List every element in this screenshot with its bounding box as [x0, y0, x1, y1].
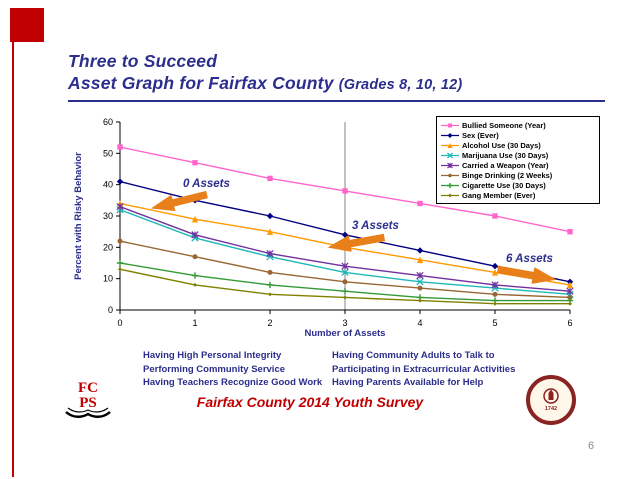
asset-item: Having High Personal Integrity — [143, 350, 282, 361]
legend-label: Bullied Someone (Year) — [462, 120, 546, 130]
svg-text:1: 1 — [192, 318, 197, 328]
svg-text:30: 30 — [103, 211, 113, 221]
page-number: 6 — [588, 440, 595, 452]
legend-item: Sex (Ever) — [441, 130, 595, 140]
legend-item: Bullied Someone (Year) — [441, 120, 595, 130]
legend-marker-icon — [441, 132, 459, 138]
title-line-2: Asset Graph for Fairfax County (Grades 8… — [68, 72, 605, 96]
legend-label: Binge Drinking (2 Weeks) — [462, 170, 553, 180]
legend-label: Carried a Weapon (Year) — [462, 160, 549, 170]
title-line-1: Three to Succeed — [68, 51, 218, 71]
svg-text:3: 3 — [342, 318, 347, 328]
svg-text:50: 50 — [103, 148, 113, 158]
svg-text:2: 2 — [267, 318, 272, 328]
fcps-logo-text-bottom: PS — [79, 395, 97, 411]
asset-line-chart: 0 10 20 30 40 50 60 0 1 2 3 4 5 6 Percent with Risky B… — [73, 117, 574, 339]
title-line-2-grades: (Grades 8, 10, 12) — [338, 77, 463, 93]
legend-marker-icon — [441, 173, 459, 177]
x-axis-title: Number of Assets — [305, 328, 386, 339]
svg-text:10: 10 — [103, 274, 113, 284]
svg-text:60: 60 — [103, 117, 113, 127]
legend-label: Gang Member (Ever) — [462, 190, 536, 200]
svg-text:0: 0 — [117, 318, 122, 328]
svg-text:20: 20 — [103, 242, 113, 252]
legend-marker-icon — [441, 193, 459, 197]
fcps-logo-text-top: FC — [78, 380, 98, 396]
county-seal-emblem-icon — [543, 388, 559, 404]
annotation-3-assets: 3 Assets — [352, 220, 399, 232]
legend-item: Carried a Weapon (Year) — [441, 160, 595, 170]
legend-item: Marijuana Use (30 Days) — [441, 150, 595, 160]
red-corner-accent — [10, 8, 44, 42]
series-cigarette-use-30-days — [116, 259, 574, 304]
asset-item: Having Parents Available for Help — [332, 377, 484, 388]
legend-item: Binge Drinking (2 Weeks) — [441, 170, 595, 180]
series-bullied-someone-year — [117, 144, 573, 235]
series-carried-a-weapon-year — [116, 202, 574, 295]
county-seal: 1742 — [526, 375, 576, 425]
chart-axes: 0 10 20 30 40 50 60 0 1 2 3 4 5 6 — [103, 117, 573, 328]
legend-marker-icon — [441, 162, 459, 168]
asset-list-right: Having Community Adults to Talk to Parti… — [332, 349, 515, 390]
svg-text:6: 6 — [567, 318, 572, 328]
svg-text:5: 5 — [492, 318, 497, 328]
svg-text:0: 0 — [108, 305, 113, 315]
asset-item: Participating in Extracurricular Activit… — [332, 363, 516, 375]
asset-item: Having Community Adults to Talk to — [332, 350, 495, 361]
legend-label: Alcohol Use (30 Days) — [462, 140, 541, 150]
legend-marker-icon — [441, 182, 459, 188]
title-line-2-main: Asset Graph for Fairfax County — [68, 73, 339, 93]
svg-text:4: 4 — [417, 318, 422, 328]
asset-list-left: Having High Personal Integrity Performin… — [143, 349, 322, 390]
red-left-rail — [12, 8, 14, 477]
legend-item: Gang Member (Ever) — [441, 190, 595, 200]
footer-title: Fairfax County 2014 Youth Survey — [196, 394, 424, 410]
annotation-6-assets: 6 Assets — [506, 253, 553, 265]
legend-marker-icon — [441, 142, 459, 148]
fcps-logo: FC PS — [65, 380, 111, 418]
legend-label: Marijuana Use (30 Days) — [462, 150, 549, 160]
page-title: Three to Succeed Asset Graph for Fairfax… — [68, 50, 605, 102]
svg-text:40: 40 — [103, 180, 113, 190]
legend-label: Sex (Ever) — [462, 130, 499, 140]
annotation-0-assets: 0 Assets — [183, 178, 230, 190]
asset-item: Having Teachers Recognize Good Work — [143, 377, 323, 388]
legend-marker-icon — [441, 152, 459, 158]
county-seal-year: 1742 — [544, 406, 558, 412]
asset-item: Performing Community Service — [143, 363, 286, 375]
series-gang-member-ever — [118, 267, 572, 306]
legend-item: Alcohol Use (30 Days) — [441, 140, 595, 150]
legend-item: Cigarette Use (30 Days) — [441, 180, 595, 190]
legend-marker-icon — [441, 123, 459, 127]
legend-label: Cigarette Use (30 Days) — [462, 180, 546, 190]
chart-legend: Bullied Someone (Year) Sex (Ever) Alcohol … — [436, 116, 600, 204]
y-axis-title: Percent with Risky Behavior — [73, 152, 84, 280]
